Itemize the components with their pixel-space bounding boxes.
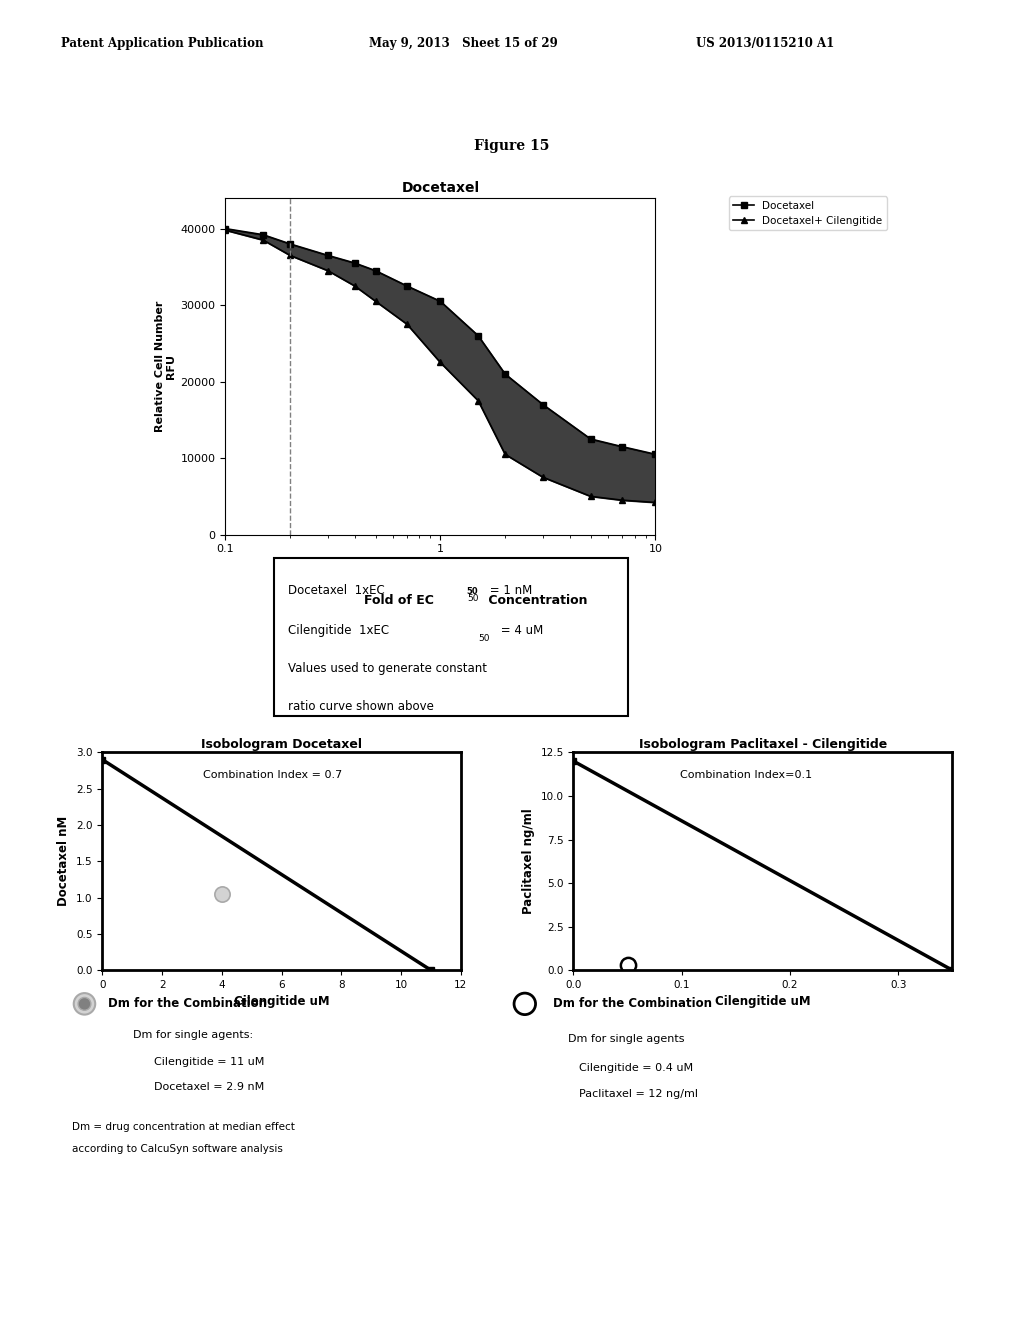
Y-axis label: Relative Cell Number
RFU: Relative Cell Number RFU bbox=[155, 301, 176, 432]
Text: Paclitaxel = 12 ng/ml: Paclitaxel = 12 ng/ml bbox=[579, 1089, 697, 1100]
Docetaxel bbox=[257, 227, 269, 243]
Text: Cilengitide = 11 uM: Cilengitide = 11 uM bbox=[154, 1057, 264, 1068]
Text: US 2013/0115210 A1: US 2013/0115210 A1 bbox=[696, 37, 835, 50]
Docetaxel bbox=[537, 396, 549, 412]
Docetaxel bbox=[499, 366, 511, 381]
X-axis label: Cilengitide uM: Cilengitide uM bbox=[715, 995, 811, 1008]
Y-axis label: Paclitaxel ng/ml: Paclitaxel ng/ml bbox=[522, 808, 535, 915]
Text: Values used to generate constant: Values used to generate constant bbox=[289, 661, 487, 675]
Text: = 4 uM: = 4 uM bbox=[497, 623, 543, 636]
X-axis label: Cilengitide uM: Cilengitide uM bbox=[233, 995, 330, 1008]
Line: Docetaxel+ Cilengitide: Docetaxel+ Cilengitide bbox=[222, 227, 658, 506]
Text: = 1 nM: = 1 nM bbox=[485, 583, 531, 597]
Docetaxel+ Cilengitide bbox=[649, 495, 662, 511]
Circle shape bbox=[74, 993, 95, 1015]
Docetaxel bbox=[219, 220, 231, 236]
Docetaxel bbox=[322, 247, 334, 263]
Circle shape bbox=[514, 993, 536, 1015]
Docetaxel bbox=[649, 446, 662, 462]
Docetaxel+ Cilengitide bbox=[322, 263, 334, 279]
Docetaxel+ Cilengitide bbox=[499, 446, 511, 462]
Docetaxel+ Cilengitide bbox=[219, 222, 231, 238]
Docetaxel bbox=[348, 255, 360, 271]
Text: Dm = drug concentration at median effect: Dm = drug concentration at median effect bbox=[72, 1122, 295, 1133]
Docetaxel+ Cilengitide bbox=[472, 393, 484, 409]
Title: Isobologram Paclitaxel - Cilengitide: Isobologram Paclitaxel - Cilengitide bbox=[639, 738, 887, 751]
Text: Cilengitide = 0.4 uM: Cilengitide = 0.4 uM bbox=[579, 1063, 692, 1073]
Text: Docetaxel  1xEC: Docetaxel 1xEC bbox=[289, 583, 385, 597]
Docetaxel+ Cilengitide bbox=[434, 355, 446, 371]
FancyBboxPatch shape bbox=[273, 557, 628, 715]
Text: Dm for single agents: Dm for single agents bbox=[568, 1034, 685, 1044]
Y-axis label: Docetaxel nM: Docetaxel nM bbox=[57, 816, 71, 907]
Text: 50: 50 bbox=[466, 587, 477, 597]
Text: Fold of EC: Fold of EC bbox=[365, 594, 434, 607]
Docetaxel bbox=[284, 236, 296, 252]
Title: Isobologram Docetaxel: Isobologram Docetaxel bbox=[201, 738, 362, 751]
Text: Docetaxel = 2.9 nM: Docetaxel = 2.9 nM bbox=[154, 1082, 264, 1093]
Text: ratio curve shown above: ratio curve shown above bbox=[289, 700, 434, 713]
Text: Dm for the Combination: Dm for the Combination bbox=[553, 997, 712, 1010]
Text: Figure 15: Figure 15 bbox=[474, 139, 550, 153]
Text: Dm for the Combination: Dm for the Combination bbox=[108, 997, 266, 1010]
Text: Dm for single agents:: Dm for single agents: bbox=[133, 1030, 253, 1040]
Docetaxel+ Cilengitide bbox=[615, 492, 628, 508]
Text: 50: 50 bbox=[467, 594, 478, 603]
Docetaxel+ Cilengitide bbox=[537, 470, 549, 486]
Docetaxel bbox=[615, 438, 628, 454]
Docetaxel+ Cilengitide bbox=[257, 232, 269, 248]
Docetaxel bbox=[400, 279, 413, 294]
Docetaxel bbox=[472, 327, 484, 343]
Docetaxel+ Cilengitide bbox=[400, 317, 413, 333]
Docetaxel bbox=[370, 263, 382, 279]
Line: Docetaxel: Docetaxel bbox=[222, 226, 658, 458]
Text: according to CalcuSyn software analysis: according to CalcuSyn software analysis bbox=[72, 1144, 283, 1155]
Docetaxel bbox=[585, 432, 597, 447]
Text: Cilengitide  1xEC: Cilengitide 1xEC bbox=[289, 623, 389, 636]
Docetaxel+ Cilengitide bbox=[585, 488, 597, 504]
Title: Docetaxel: Docetaxel bbox=[401, 181, 479, 195]
Text: Concentration: Concentration bbox=[484, 594, 588, 607]
Docetaxel+ Cilengitide bbox=[348, 279, 360, 294]
Docetaxel+ Cilengitide bbox=[370, 293, 382, 309]
Docetaxel+ Cilengitide bbox=[284, 247, 296, 263]
Text: Combination Index=0.1: Combination Index=0.1 bbox=[680, 770, 812, 780]
Legend: Docetaxel, Docetaxel+ Cilengitide: Docetaxel, Docetaxel+ Cilengitide bbox=[729, 197, 887, 230]
Text: Combination Index = 0.7: Combination Index = 0.7 bbox=[203, 770, 342, 780]
Text: May 9, 2013   Sheet 15 of 29: May 9, 2013 Sheet 15 of 29 bbox=[369, 37, 557, 50]
Circle shape bbox=[78, 998, 91, 1010]
Text: 50: 50 bbox=[478, 634, 489, 643]
Text: Patent Application Publication: Patent Application Publication bbox=[61, 37, 264, 50]
Docetaxel bbox=[434, 293, 446, 309]
